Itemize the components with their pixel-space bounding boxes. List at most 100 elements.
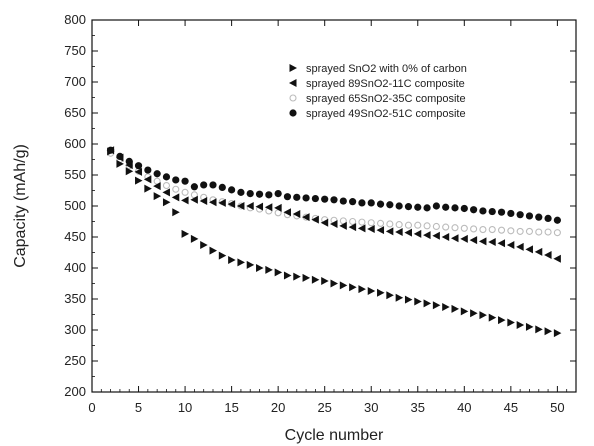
data-point: [190, 195, 198, 204]
data-point: [432, 222, 440, 231]
data-point: [376, 200, 385, 208]
data-point: [237, 258, 245, 267]
data-point: [525, 322, 534, 331]
data-point: [218, 183, 226, 191]
data-point: [181, 229, 190, 238]
data-point: [153, 182, 161, 191]
data-point: [228, 255, 236, 264]
data-point: [441, 233, 450, 241]
data-point: [162, 181, 171, 190]
axis-ticks: 0 5 10 15 20 25 30 35 40 45 50 200 250 300 350 400 450 50…: [64, 12, 576, 415]
data-point: [423, 204, 431, 212]
data-point: [544, 327, 553, 336]
data-point: [395, 202, 403, 210]
legend-label: sprayed 65SnO2-35C composite: [306, 93, 466, 105]
plot-area: [91, 19, 577, 393]
data-point: [414, 221, 422, 229]
data-point: [553, 329, 562, 338]
data-point: [358, 218, 366, 226]
data-point: [292, 210, 301, 219]
data-point: [534, 247, 543, 256]
data-point: [181, 177, 189, 185]
x-tick-label: 15: [224, 400, 238, 415]
data-point: [414, 203, 422, 211]
data-point: [349, 198, 357, 206]
data-point: [498, 316, 506, 325]
y-tick-label: 750: [64, 43, 86, 58]
data-point: [525, 212, 534, 220]
data-point: [181, 188, 189, 196]
data-point: [134, 167, 143, 176]
data-point: [479, 311, 487, 320]
data-point: [479, 226, 487, 234]
data-point: [172, 185, 180, 193]
data-point: [497, 226, 506, 234]
data-point: [442, 223, 450, 231]
data-point: [330, 219, 338, 228]
data-point: [199, 197, 208, 206]
data-point: [172, 208, 180, 217]
data-point: [460, 307, 469, 316]
data-point: [283, 271, 292, 280]
data-point: [525, 245, 533, 254]
data-point: [553, 229, 561, 237]
data-point: [470, 309, 478, 318]
legend-label: sprayed 49SnO2-51C composite: [306, 108, 466, 120]
data-point: [144, 166, 152, 174]
data-point: [274, 203, 282, 212]
y-tick-label: 700: [64, 74, 86, 89]
data-point: [349, 217, 357, 226]
data-point: [535, 228, 543, 236]
data-point: [153, 192, 162, 201]
data-point: [236, 202, 245, 210]
data-point: [162, 173, 171, 181]
data-point: [330, 196, 338, 204]
data-marks: [106, 146, 562, 338]
data-point: [451, 304, 459, 313]
data-point: [256, 264, 264, 272]
data-point: [367, 286, 376, 295]
x-tick-label: 45: [504, 400, 518, 415]
x-tick-label: 40: [457, 400, 471, 415]
data-point: [386, 291, 394, 300]
data-point: [228, 186, 236, 194]
data-point: [348, 223, 357, 232]
data-point: [460, 234, 468, 243]
data-point: [516, 242, 524, 251]
data-point: [423, 231, 431, 240]
x-tick-label: 20: [271, 400, 285, 415]
data-point: [516, 321, 525, 330]
data-point: [507, 318, 515, 327]
data-point: [516, 211, 524, 219]
data-point: [442, 203, 450, 211]
legend-marker: [289, 79, 297, 87]
data-point: [134, 162, 143, 170]
data-point: [357, 224, 366, 233]
data-point: [116, 152, 124, 160]
y-tick-label: 600: [64, 136, 86, 151]
data-point: [488, 237, 496, 246]
data-point: [339, 221, 347, 230]
data-point: [135, 176, 143, 185]
data-point: [488, 207, 496, 216]
y-tick-label: 500: [64, 198, 86, 213]
data-point: [544, 228, 552, 236]
data-point: [302, 194, 310, 202]
data-point: [320, 218, 329, 227]
data-point: [218, 251, 227, 260]
y-tick-label: 400: [64, 260, 86, 275]
data-point: [432, 231, 440, 240]
x-tick-label: 35: [411, 400, 425, 415]
series-1: [107, 147, 562, 338]
data-point: [311, 215, 319, 224]
data-point: [395, 221, 403, 229]
data-point: [423, 222, 431, 230]
data-point: [246, 190, 254, 198]
legend-marker: [289, 64, 297, 72]
data-point: [404, 228, 412, 237]
data-point: [190, 183, 198, 191]
data-point: [535, 325, 543, 334]
y-tick-label: 450: [64, 229, 86, 244]
data-point: [376, 219, 385, 227]
